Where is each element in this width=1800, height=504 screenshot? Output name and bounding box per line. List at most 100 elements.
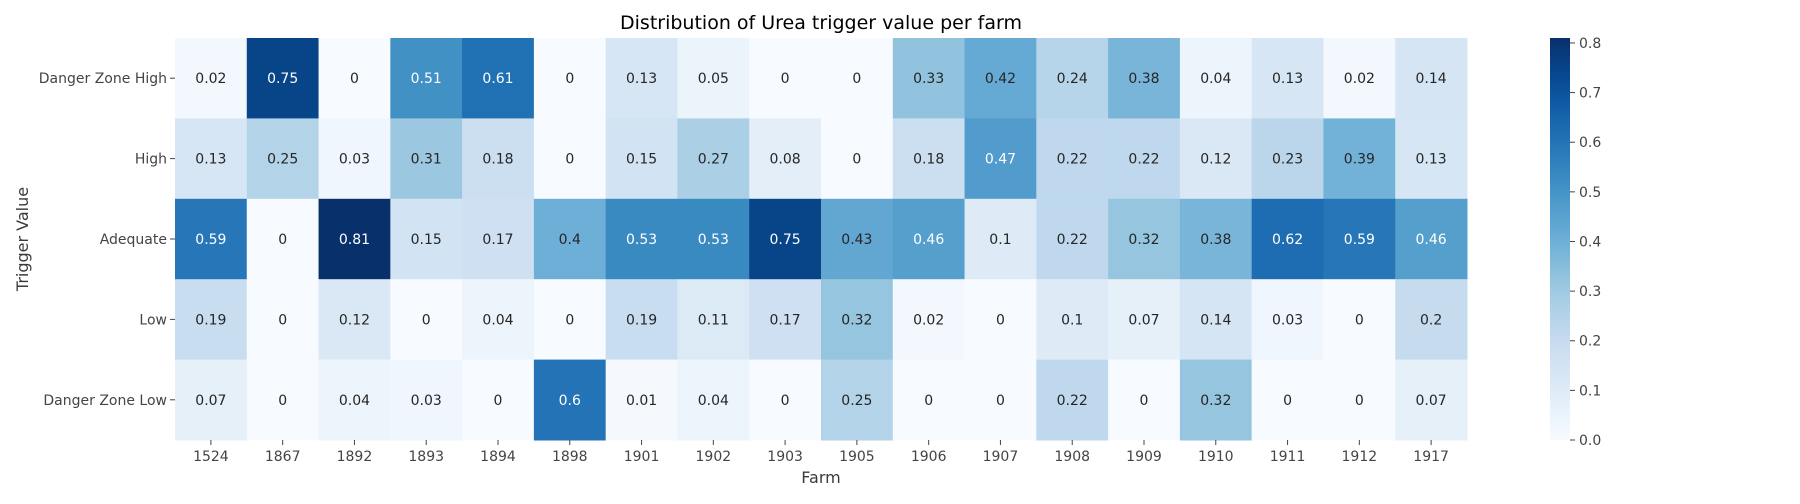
- y-tick-label: High: [135, 152, 167, 168]
- cell-value-label: 0.12: [1200, 152, 1231, 168]
- x-tick-label: 1910: [1198, 449, 1234, 465]
- cell-value-label: 0.38: [1128, 71, 1159, 87]
- cell-value-labels: 0.02 0.75 0 0.51 0.61 0 0.13 0.05 0 0 0.33 0.42 0.24…: [195, 71, 1446, 409]
- heatmap-cell: [462, 198, 535, 280]
- colorbar-tick-label: 0.1: [1579, 383, 1601, 399]
- heatmap-cell: [1108, 279, 1181, 361]
- cell-value-label: 0: [1355, 312, 1364, 328]
- heatmap-cells: [175, 38, 1468, 441]
- heatmap-cell: [1036, 359, 1109, 441]
- colorbar-tick-label: 0.5: [1579, 185, 1601, 201]
- heatmap-cell: [390, 118, 463, 200]
- cell-value-label: 0.04: [1200, 71, 1231, 87]
- heatmap-cell: [1108, 38, 1181, 119]
- cell-value-label: 0.17: [770, 312, 801, 328]
- cell-value-label: 0.19: [626, 312, 657, 328]
- colorbar: 0.0 0.1 0.2 0.3 0.4 0.5 0.6 0.7 0.8: [1550, 36, 1601, 449]
- cell-value-label: 0.15: [626, 152, 657, 168]
- cell-value-label: 0.53: [698, 232, 729, 248]
- heatmap-cell: [1323, 198, 1396, 280]
- heatmap-cell: [677, 198, 750, 280]
- heatmap-cell: [318, 279, 391, 361]
- cell-value-label: 0.59: [195, 232, 226, 248]
- x-tick-label: 1903: [767, 449, 803, 465]
- heatmap-cell: [1323, 279, 1396, 361]
- cell-value-label: 0.31: [411, 152, 442, 168]
- chart-title: Distribution of Urea trigger value per f…: [620, 12, 1022, 34]
- cell-value-label: 0.18: [482, 152, 513, 168]
- cell-value-label: 0: [278, 232, 287, 248]
- cell-value-label: 0: [996, 312, 1005, 328]
- heatmap-cell: [318, 38, 391, 119]
- cell-value-label: 0: [924, 393, 933, 409]
- heatmap-cell: [1179, 198, 1253, 280]
- x-tick-label: 1911: [1270, 449, 1306, 465]
- cell-value-label: 0.42: [985, 71, 1016, 87]
- cell-value-label: 0.03: [411, 393, 442, 409]
- heatmap-cell: [749, 198, 822, 280]
- heatmap-cell: [462, 279, 535, 361]
- cell-value-label: 0: [565, 152, 574, 168]
- cell-value-label: 0.04: [698, 393, 729, 409]
- heatmap-cell: [605, 118, 678, 200]
- heatmap-cell: [246, 118, 320, 200]
- cell-value-label: 0.22: [1057, 393, 1088, 409]
- heatmap-cell: [1323, 118, 1396, 200]
- cell-value-label: 0.23: [1272, 152, 1303, 168]
- heatmap-cell: [605, 198, 678, 280]
- heatmap-cell: [1179, 38, 1253, 119]
- heatmap-cell: [749, 38, 822, 119]
- heatmap-cell: [1108, 359, 1181, 441]
- cell-value-label: 0.32: [1128, 232, 1159, 248]
- colorbar-tick-label: 0.3: [1579, 284, 1601, 300]
- cell-value-label: 0.25: [841, 393, 872, 409]
- heatmap-cell: [1395, 359, 1468, 441]
- y-tick-label: Low: [139, 312, 167, 328]
- colorbar-tick-label: 0.8: [1579, 36, 1601, 52]
- cell-value-label: 0.61: [482, 71, 513, 87]
- cell-value-label: 0.32: [1200, 393, 1231, 409]
- cell-value-label: 0.13: [626, 71, 657, 87]
- heatmap-cell: [318, 118, 391, 200]
- y-tick-label: Adequate: [100, 232, 167, 248]
- cell-value-label: 0: [422, 312, 431, 328]
- heatmap-cell: [533, 198, 607, 280]
- heatmap-cell: [1036, 38, 1109, 119]
- heatmap-cell: [390, 198, 463, 280]
- cell-value-label: 0.17: [482, 232, 513, 248]
- cell-value-label: 0.19: [195, 312, 226, 328]
- cell-value-label: 0: [781, 71, 790, 87]
- cell-value-label: 0: [494, 393, 503, 409]
- heatmap-cell: [462, 359, 535, 441]
- cell-value-label: 0.53: [626, 232, 657, 248]
- heatmap-cell: [246, 279, 320, 361]
- heatmap-cell: [1395, 198, 1468, 280]
- cell-value-label: 0.32: [841, 312, 872, 328]
- x-tick-label: 1901: [624, 449, 660, 465]
- heatmap-cell: [821, 359, 894, 441]
- cell-value-label: 0.01: [626, 393, 657, 409]
- colorbar-tick-label: 0.6: [1579, 135, 1601, 151]
- heatmap-cell: [821, 118, 894, 200]
- cell-value-label: 0: [565, 312, 574, 328]
- x-tick-label: 1892: [337, 449, 373, 465]
- heatmap-cell: [1251, 118, 1324, 200]
- heatmap-cell: [1395, 38, 1468, 119]
- heatmap-cell: [318, 198, 391, 280]
- cell-value-label: 0.11: [698, 312, 729, 328]
- x-tick-label: 1905: [839, 449, 875, 465]
- y-tick-label: Danger Zone Low: [43, 393, 167, 409]
- cell-value-label: 0.24: [1057, 71, 1088, 87]
- cell-value-label: 0.75: [267, 71, 298, 87]
- cell-value-label: 0.13: [1416, 152, 1447, 168]
- heatmap-cell: [1251, 359, 1324, 441]
- x-tick-label: 1524: [193, 449, 229, 465]
- heatmap-cell: [1323, 359, 1396, 441]
- x-tick-label: 1908: [1054, 449, 1090, 465]
- cell-value-label: 0.22: [1057, 232, 1088, 248]
- heatmap-cell: [677, 279, 750, 361]
- cell-value-label: 0: [852, 71, 861, 87]
- cell-value-label: 0.81: [339, 232, 370, 248]
- heatmap-cell: [175, 118, 248, 200]
- heatmap-cell: [533, 118, 607, 200]
